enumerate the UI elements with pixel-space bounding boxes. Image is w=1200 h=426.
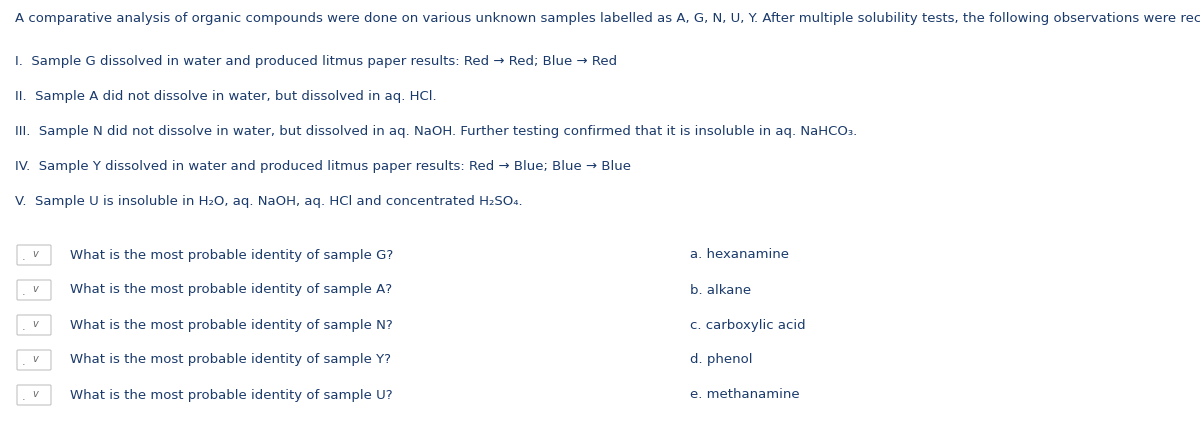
- Text: v: v: [32, 284, 37, 294]
- Text: b. alkane: b. alkane: [690, 283, 751, 296]
- Text: A comparative analysis of organic compounds were done on various unknown samples: A comparative analysis of organic compou…: [14, 12, 1200, 25]
- Text: V.  Sample U is insoluble in H₂O, aq. NaOH, aq. HCl and concentrated H₂SO₄.: V. Sample U is insoluble in H₂O, aq. NaO…: [14, 195, 523, 208]
- FancyBboxPatch shape: [17, 315, 50, 335]
- Text: III.  Sample N did not dissolve in water, but dissolved in aq. NaOH. Further tes: III. Sample N did not dissolve in water,…: [14, 125, 857, 138]
- Text: .: .: [22, 357, 25, 367]
- Text: a. hexanamine: a. hexanamine: [690, 248, 790, 262]
- Text: .: .: [22, 392, 25, 402]
- Text: d. phenol: d. phenol: [690, 354, 752, 366]
- Text: What is the most probable identity of sample A?: What is the most probable identity of sa…: [70, 283, 392, 296]
- Text: What is the most probable identity of sample U?: What is the most probable identity of sa…: [70, 389, 392, 401]
- FancyBboxPatch shape: [17, 385, 50, 405]
- Text: What is the most probable identity of sample N?: What is the most probable identity of sa…: [70, 319, 392, 331]
- Text: v: v: [32, 389, 37, 399]
- Text: .: .: [22, 252, 25, 262]
- Text: IV.  Sample Y dissolved in water and produced litmus paper results: Red → Blue; : IV. Sample Y dissolved in water and prod…: [14, 160, 631, 173]
- Text: .: .: [22, 322, 25, 332]
- FancyBboxPatch shape: [17, 280, 50, 300]
- Text: I.  Sample G dissolved in water and produced litmus paper results: Red → Red; Bl: I. Sample G dissolved in water and produ…: [14, 55, 617, 68]
- Text: v: v: [32, 354, 37, 364]
- FancyBboxPatch shape: [17, 245, 50, 265]
- FancyBboxPatch shape: [17, 350, 50, 370]
- Text: e. methanamine: e. methanamine: [690, 389, 799, 401]
- Text: v: v: [32, 249, 37, 259]
- Text: What is the most probable identity of sample Y?: What is the most probable identity of sa…: [70, 354, 391, 366]
- Text: v: v: [32, 319, 37, 329]
- Text: c. carboxylic acid: c. carboxylic acid: [690, 319, 805, 331]
- Text: II.  Sample A did not dissolve in water, but dissolved in aq. HCl.: II. Sample A did not dissolve in water, …: [14, 90, 437, 103]
- Text: What is the most probable identity of sample G?: What is the most probable identity of sa…: [70, 248, 394, 262]
- Text: .: .: [22, 287, 25, 297]
